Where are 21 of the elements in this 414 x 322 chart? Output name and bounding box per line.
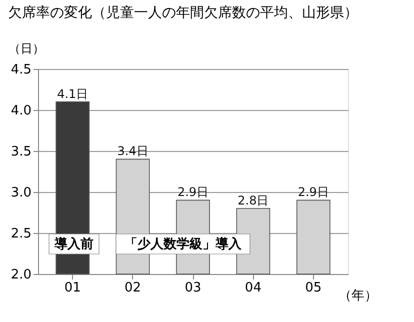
- y-axis-title: （日）: [8, 42, 44, 56]
- y-tick-label: 4.0: [10, 104, 32, 118]
- x-tick-label: 04: [244, 280, 262, 296]
- x-tick-label: 02: [124, 280, 142, 296]
- y-tick-label: 2.5: [10, 226, 32, 242]
- x-tick-label: 03: [184, 280, 202, 296]
- y-tick-label: 2.0: [10, 268, 32, 282]
- x-tick-label: 01: [64, 280, 81, 296]
- data-label: 2.9日: [298, 185, 329, 200]
- x-axis-title: （年）: [338, 288, 378, 304]
- data-label: 4.1日: [57, 86, 88, 101]
- y-tick-label: 3.5: [10, 144, 32, 160]
- y-tick-label: 3.0: [10, 186, 32, 200]
- annotation: 導入前: [54, 236, 94, 252]
- x-tick-label: 05: [305, 280, 322, 296]
- data-label: 2.8日: [238, 193, 269, 208]
- chart-title: 欠席率の変化（児童一人の年間欠席数の平均、山形県）: [8, 5, 358, 21]
- data-label: 2.9日: [177, 185, 209, 200]
- data-label: 3.4日: [117, 144, 148, 158]
- y-tick-label: 4.5: [10, 62, 32, 78]
- annotation: 「少人数学級」導入: [124, 236, 242, 252]
